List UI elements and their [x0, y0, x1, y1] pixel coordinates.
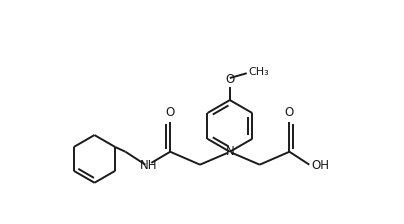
- Text: O: O: [285, 106, 294, 119]
- Text: OH: OH: [311, 159, 329, 172]
- Text: O: O: [166, 106, 175, 119]
- Text: CH₃: CH₃: [249, 67, 269, 77]
- Text: O: O: [225, 73, 234, 86]
- Text: N: N: [225, 145, 234, 158]
- Text: NH: NH: [140, 159, 157, 172]
